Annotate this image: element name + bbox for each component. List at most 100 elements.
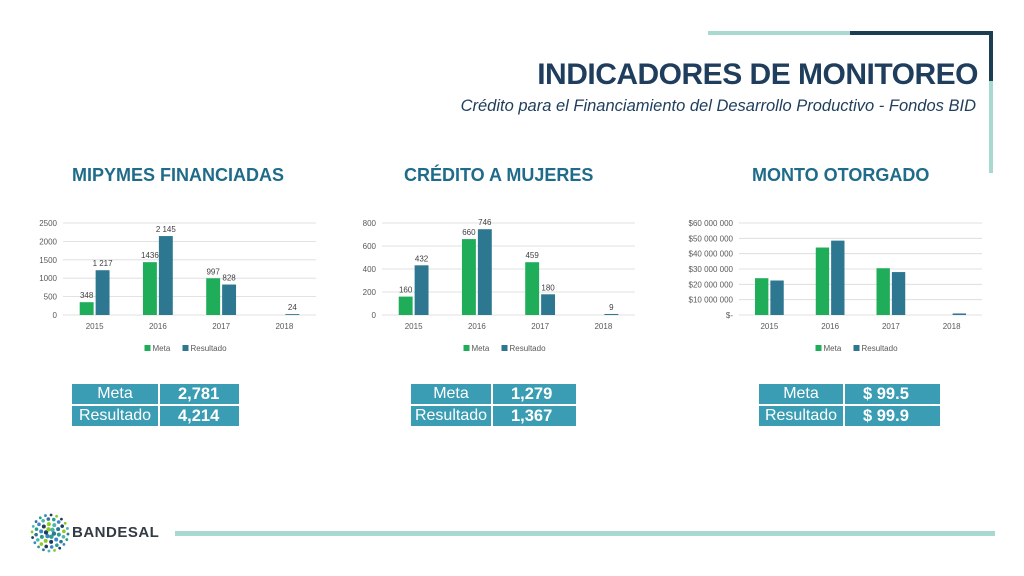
bar-resultado	[770, 280, 784, 315]
stats-table-monto: Meta $ 99.5 Resultado $ 99.9	[757, 382, 942, 428]
bottom-accent-line	[175, 531, 995, 536]
right-accent-line-dark	[989, 31, 993, 81]
data-label: 432	[415, 254, 429, 263]
data-label: 746	[478, 218, 492, 227]
data-label: 9	[609, 303, 614, 312]
bar-meta	[525, 262, 540, 315]
x-tick-label: 2016	[149, 322, 167, 331]
data-label: 997	[206, 267, 220, 276]
legend-label: Meta	[824, 344, 842, 353]
y-tick-label: 0	[372, 311, 377, 320]
x-tick-label: 2018	[275, 322, 293, 331]
bar-resultado	[477, 229, 492, 315]
stats-table-mipymes: Meta 2,781 Resultado 4,214	[70, 382, 241, 428]
legend-swatch	[144, 345, 151, 351]
bar-meta	[876, 268, 890, 315]
legend-swatch	[182, 345, 189, 351]
resultado-label: Resultado	[411, 406, 491, 426]
logo-text: BANDESAL	[72, 524, 160, 541]
data-label: 160	[399, 286, 413, 295]
x-tick-label: 2015	[760, 322, 778, 331]
bar-resultado	[831, 240, 845, 315]
legend-label: Meta	[472, 344, 490, 353]
resultado-value: 4,214	[160, 406, 239, 426]
bar-resultado	[95, 270, 110, 315]
data-label: 180	[541, 283, 555, 292]
bar-resultado	[158, 236, 173, 315]
x-tick-label: 2015	[86, 322, 104, 331]
bar-meta	[398, 296, 413, 315]
bar-meta	[755, 278, 769, 315]
resultado-label: Resultado	[759, 406, 843, 426]
page-title: INDICADORES DE MONITOREO	[537, 58, 978, 91]
y-tick-label: $20 000 000	[689, 280, 734, 289]
right-accent-line	[989, 31, 993, 173]
legend-swatch	[463, 345, 470, 351]
section-title-monto: MONTO OTORGADO	[752, 165, 930, 185]
legend-swatch	[853, 345, 860, 351]
x-tick-label: 2018	[594, 322, 612, 331]
y-tick-label: $-	[726, 311, 733, 320]
meta-label: Meta	[411, 384, 491, 404]
data-label: 660	[462, 228, 476, 237]
x-tick-label: 2017	[531, 322, 549, 331]
bar-resultado	[414, 265, 429, 315]
y-tick-label: 0	[53, 311, 58, 320]
legend-label: Meta	[153, 344, 171, 353]
meta-value: 2,781	[160, 384, 239, 404]
y-tick-label: 1000	[39, 274, 57, 283]
section-title-mujeres: CRÉDITO A MUJERES	[404, 165, 594, 185]
bar-resultado	[604, 313, 619, 315]
bar-resultado	[541, 294, 556, 315]
x-tick-label: 2016	[468, 322, 486, 331]
chart-mipymes: 0 500 1000 1500 2000 2500 348 1 217 2015 1436 2 14…	[18, 210, 318, 360]
y-tick-label: 600	[363, 242, 377, 251]
resultado-value: $ 99.9	[845, 406, 940, 426]
meta-label: Meta	[759, 384, 843, 404]
legend-label: Resultado	[862, 344, 899, 353]
bar-meta	[206, 278, 221, 315]
y-tick-label: $40 000 000	[689, 250, 734, 259]
x-tick-label: 2016	[821, 322, 839, 331]
y-tick-label: 200	[363, 288, 377, 297]
y-tick-label: 2500	[39, 219, 57, 228]
stats-table-mujeres: Meta 1,279 Resultado 1,367	[409, 382, 578, 428]
bandesal-logo-icon	[30, 513, 70, 553]
y-tick-label: $10 000 000	[689, 296, 734, 305]
bar-meta	[815, 247, 830, 315]
data-label: 2 145	[156, 225, 177, 234]
bar-resultado	[891, 272, 906, 315]
data-label: 1 217	[93, 259, 114, 268]
y-tick-label: 1500	[39, 256, 57, 265]
chart-monto: $- $10 000 000 $20 000 000 $30 000 000 $40 0…	[684, 210, 984, 360]
y-tick-label: $30 000 000	[689, 265, 734, 274]
data-label: 828	[222, 274, 236, 283]
data-label: 24	[288, 303, 297, 312]
chart-mujeres: 0 200 400 600 800 160 432 2015 660 746 2016 459 180 2…	[337, 210, 637, 360]
legend-swatch	[501, 345, 508, 351]
bar-resultado	[285, 314, 300, 315]
page-subtitle: Crédito para el Financiamiento del Desar…	[460, 97, 976, 115]
legend-swatch	[815, 345, 822, 351]
x-tick-label: 2017	[882, 322, 900, 331]
bar-meta	[79, 302, 94, 315]
bar-meta	[461, 239, 476, 315]
y-tick-label: $50 000 000	[689, 234, 734, 243]
y-tick-label: $60 000 000	[689, 219, 734, 228]
y-tick-label: 400	[363, 265, 377, 274]
legend-label: Resultado	[191, 344, 228, 353]
meta-value: $ 99.5	[845, 384, 940, 404]
x-tick-label: 2018	[943, 322, 961, 331]
y-tick-label: 2000	[39, 237, 57, 246]
meta-label: Meta	[72, 384, 158, 404]
data-label: 459	[525, 251, 539, 260]
y-tick-label: 500	[44, 293, 58, 302]
y-tick-label: 800	[363, 219, 377, 228]
top-accent-line-dark	[850, 31, 992, 35]
bar-meta	[142, 262, 157, 315]
bar-resultado	[222, 284, 237, 315]
x-tick-label: 2015	[405, 322, 423, 331]
section-title-mipymes: MIPYMES FINANCIADAS	[72, 165, 285, 185]
data-label: 1436	[141, 251, 159, 260]
bar-resultado	[952, 313, 966, 315]
